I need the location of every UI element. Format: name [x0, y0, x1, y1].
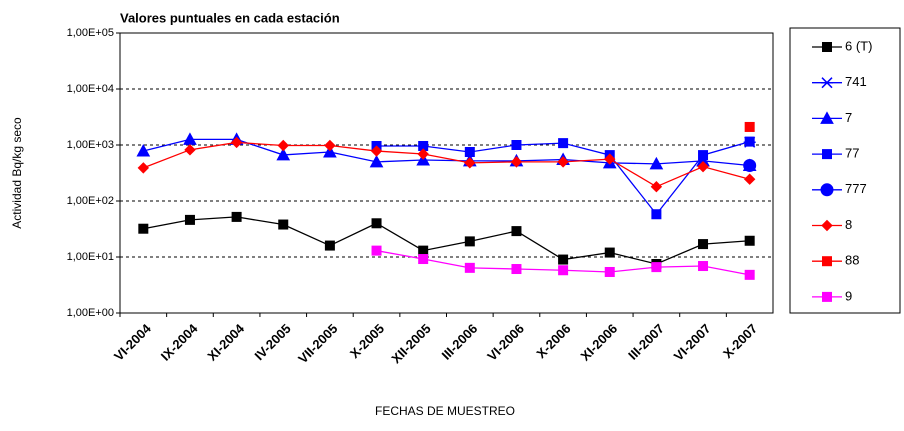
x-tick-label: III-2007: [625, 321, 667, 363]
y-tick-label: 1,00E+03: [67, 139, 114, 151]
x-tick-label: X-2007: [720, 321, 760, 361]
data-point: [650, 180, 663, 193]
data-point: [184, 214, 195, 225]
data-point: [231, 211, 242, 222]
data-point: [558, 265, 569, 276]
data-point: [278, 219, 289, 230]
x-tick-label: IX-2004: [158, 320, 201, 363]
data-point: [324, 240, 335, 251]
legend-marker: [822, 149, 832, 160]
data-point: [464, 157, 476, 169]
legend-label: 7: [845, 110, 852, 125]
y-tick-label: 1,00E+01: [67, 251, 114, 263]
data-point: [369, 154, 384, 168]
data-point: [323, 144, 337, 158]
data-point: [230, 136, 243, 149]
data-point: [511, 140, 522, 150]
legend-marker: [820, 111, 834, 124]
legend-label: 8: [845, 217, 852, 232]
legend-label: 741: [845, 74, 867, 89]
data-point: [604, 247, 615, 258]
data-point: [744, 136, 755, 147]
data-point: [698, 261, 709, 272]
x-tick-label: X-2006: [533, 321, 573, 361]
legend-marker: [822, 291, 832, 302]
data-point: [418, 245, 429, 256]
data-point: [277, 139, 289, 152]
data-point: [649, 156, 664, 170]
data-point: [511, 226, 522, 237]
series-line: [143, 138, 750, 167]
data-point: [558, 138, 569, 149]
data-point: [138, 223, 149, 234]
legend-label: 6 (T): [845, 38, 872, 53]
data-point: [604, 153, 616, 165]
data-point: [651, 262, 662, 273]
plot-area: [119, 32, 774, 314]
y-tick-label: 1,00E+04: [67, 83, 114, 95]
y-axis-label: Actividad Bq/kg seco: [10, 117, 24, 229]
data-point: [276, 147, 291, 161]
legend-label: 777: [845, 181, 867, 196]
x-tick-label: III-2006: [439, 321, 481, 363]
chart-title: Valores puntuales en cada estación: [120, 10, 340, 25]
legend-label: 9: [845, 288, 852, 303]
data-point: [464, 146, 475, 157]
series-line: [143, 216, 750, 265]
data-point: [744, 269, 755, 280]
data-point: [511, 264, 522, 275]
y-tick-label: 1,00E+02: [67, 195, 114, 207]
data-point: [137, 162, 150, 174]
data-point: [510, 156, 523, 168]
data-point: [651, 209, 662, 220]
legend-label: 88: [845, 253, 859, 268]
y-tick-label: 1,00E+00: [67, 307, 114, 319]
legend-marker: [822, 42, 832, 52]
data-point: [698, 239, 709, 250]
x-tick-label: VI-2007: [671, 321, 714, 364]
data-point: [604, 266, 615, 277]
data-point: [136, 143, 151, 157]
x-tick-label: VI-2006: [484, 321, 527, 364]
legend-marker: [821, 77, 833, 89]
x-tick-label: VII-2005: [295, 321, 340, 366]
x-tick-label: XI-2004: [204, 320, 247, 363]
data-point: [417, 148, 429, 160]
x-tick-label: XI-2006: [577, 321, 620, 364]
data-point: [371, 218, 382, 229]
data-point: [464, 262, 475, 273]
data-point: [557, 156, 569, 168]
data-point: [370, 145, 383, 157]
legend-marker: [821, 219, 833, 232]
y-tick-label: 1,00E+05: [67, 27, 114, 39]
data-point: [184, 144, 196, 156]
data-point: [371, 245, 382, 256]
legend-box: [789, 27, 901, 314]
data-point: [744, 235, 755, 246]
data-point: [324, 139, 336, 152]
legend-marker: [820, 183, 834, 197]
data-point: [697, 160, 709, 173]
data-point: [743, 173, 756, 185]
series-line: [143, 141, 750, 188]
data-point: [464, 236, 475, 247]
data-point: [743, 159, 757, 173]
data-point: [418, 254, 429, 265]
data-point: [698, 150, 709, 161]
data-point: [744, 121, 755, 132]
x-tick-label: IV-2005: [251, 321, 293, 363]
data-point: [558, 254, 569, 265]
legend-marker: [822, 256, 832, 267]
x-axis-label: FECHAS DE MUESTREO: [375, 404, 515, 418]
legend-label: 77: [845, 146, 859, 161]
x-tick-label: X-2005: [347, 321, 387, 361]
x-tick-label: XII-2005: [388, 321, 433, 366]
x-tick-label: VI-2004: [111, 320, 154, 363]
